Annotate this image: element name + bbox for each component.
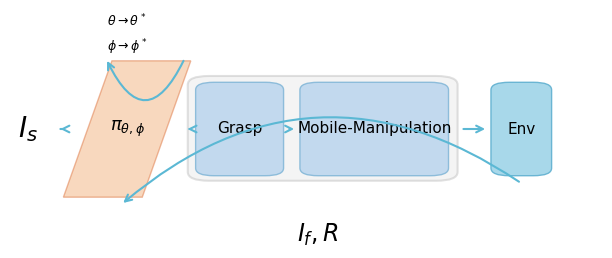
FancyBboxPatch shape xyxy=(491,82,551,176)
Text: Env: Env xyxy=(507,122,536,136)
Text: $I_f, R$: $I_f, R$ xyxy=(297,222,339,248)
Text: Grasp: Grasp xyxy=(217,122,263,136)
Text: Mobile-Manipulation: Mobile-Manipulation xyxy=(297,122,452,136)
Polygon shape xyxy=(64,61,191,197)
Text: $\pi_{\theta,\phi}$: $\pi_{\theta,\phi}$ xyxy=(110,119,144,139)
FancyBboxPatch shape xyxy=(188,76,458,181)
Text: $I_s$: $I_s$ xyxy=(18,114,38,144)
Text: $\theta \rightarrow \theta^*$
$\phi \rightarrow \phi^*$: $\theta \rightarrow \theta^*$ $\phi \rig… xyxy=(106,13,147,58)
FancyBboxPatch shape xyxy=(196,82,283,176)
FancyBboxPatch shape xyxy=(300,82,449,176)
